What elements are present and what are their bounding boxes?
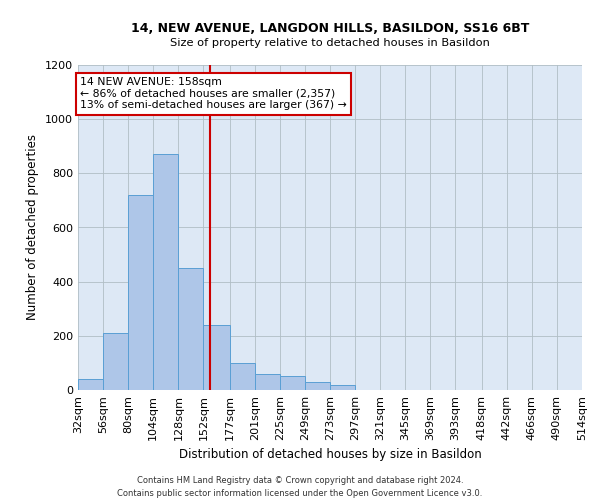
Text: Size of property relative to detached houses in Basildon: Size of property relative to detached ho… [170,38,490,48]
Text: Contains HM Land Registry data © Crown copyright and database right 2024.
Contai: Contains HM Land Registry data © Crown c… [118,476,482,498]
Text: 14 NEW AVENUE: 158sqm
← 86% of detached houses are smaller (2,357)
13% of semi-d: 14 NEW AVENUE: 158sqm ← 86% of detached … [80,77,347,110]
Bar [153,154,178,390]
Bar [255,374,280,390]
Bar [178,268,203,390]
Bar [128,195,153,390]
X-axis label: Distribution of detached houses by size in Basildon: Distribution of detached houses by size … [179,448,481,462]
Bar [203,325,230,390]
Bar [305,382,330,390]
Bar [330,384,355,390]
Text: 14, NEW AVENUE, LANGDON HILLS, BASILDON, SS16 6BT: 14, NEW AVENUE, LANGDON HILLS, BASILDON,… [131,22,529,36]
Bar [230,363,255,390]
Bar [78,379,103,390]
Bar [103,333,128,390]
Y-axis label: Number of detached properties: Number of detached properties [26,134,40,320]
Bar [280,376,305,390]
